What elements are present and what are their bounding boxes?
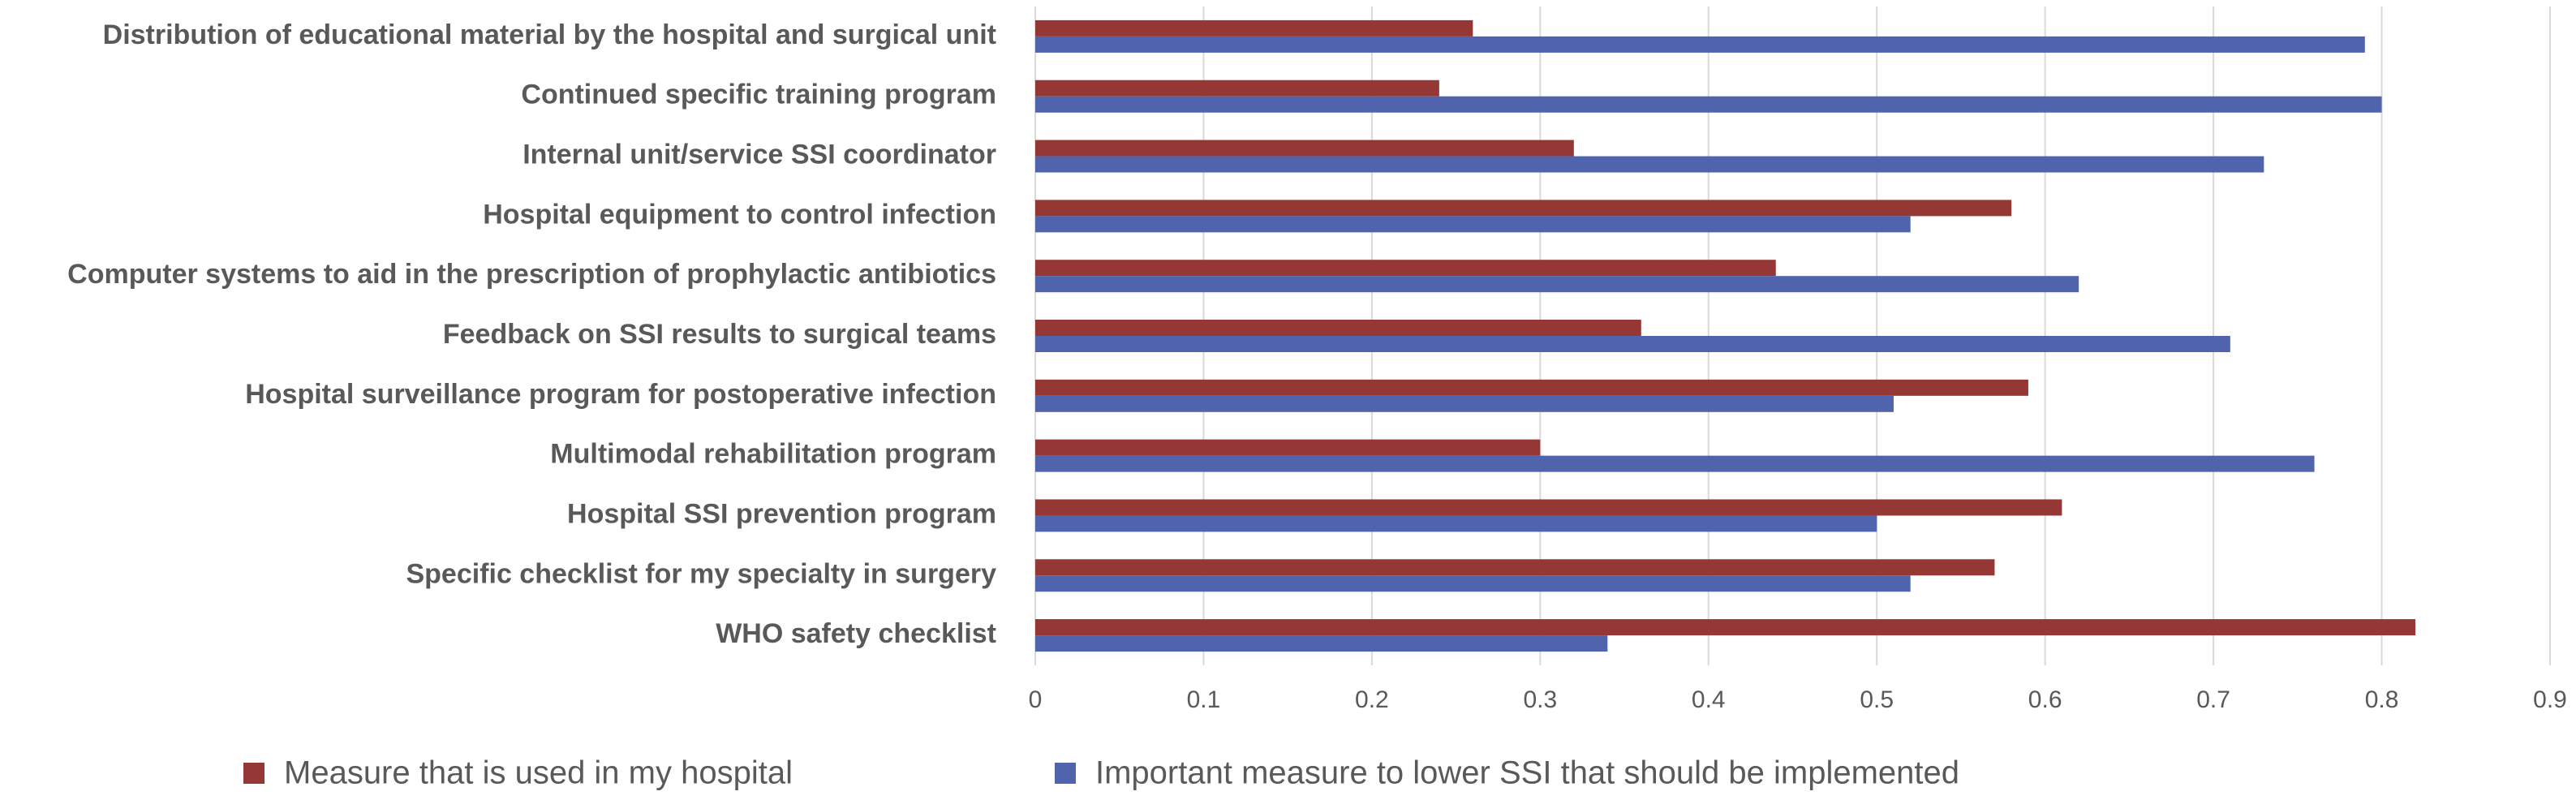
legend-swatch [1055, 763, 1076, 784]
y-tick-label: Hospital SSI prevention program [567, 498, 996, 529]
bar [1035, 455, 2315, 472]
y-tick-label: Feedback on SSI results to surgical team… [443, 319, 996, 350]
x-tick-label: 0.7 [2196, 686, 2230, 713]
legend-swatch [243, 763, 264, 784]
x-tick-label: 0.5 [1860, 686, 1894, 713]
y-tick-label: Distribution of educational material by … [103, 19, 996, 50]
bar [1035, 19, 1473, 37]
bar [1035, 320, 1641, 336]
x-tick-label: 0.9 [2533, 686, 2567, 713]
bar [1035, 575, 1911, 592]
bar [1035, 439, 1541, 456]
bar [1035, 276, 2079, 293]
x-tick-label: 0.6 [2028, 686, 2062, 713]
bar [1035, 619, 2416, 636]
y-tick-label: Computer systems to aid in the prescript… [67, 259, 996, 290]
bar [1035, 395, 1894, 412]
bar [1035, 635, 1608, 652]
y-tick-label: Hospital equipment to control infection [483, 199, 996, 230]
bar [1035, 515, 1877, 532]
x-tick-label: 0.3 [1523, 686, 1557, 713]
y-tick-label: Hospital surveillance program for postop… [245, 379, 996, 410]
legend-label: Important measure to lower SSI that shou… [1095, 755, 1959, 791]
bar [1035, 499, 2062, 516]
x-tick-label: 0.8 [2365, 686, 2399, 713]
bar [1035, 200, 2012, 217]
y-tick-label: Continued specific training program [521, 80, 996, 110]
bar [1035, 80, 1439, 97]
bar [1035, 379, 2028, 396]
x-tick-label: 0.2 [1355, 686, 1389, 713]
legend-label: Measure that is used in my hospital [284, 755, 793, 791]
x-tick-label: 0 [1029, 686, 1043, 713]
bar [1035, 140, 1574, 157]
bar [1035, 336, 2230, 352]
y-tick-label: WHO safety checklist [716, 618, 996, 649]
bar [1035, 96, 2382, 113]
bar [1035, 559, 1995, 576]
y-tick-label: Internal unit/service SSI coordinator [523, 140, 996, 170]
bar [1035, 36, 2365, 53]
bar [1035, 216, 1911, 233]
y-tick-label: Multimodal rehabilitation program [550, 439, 996, 470]
y-tick-label: Specific checklist for my specialty in s… [406, 558, 996, 589]
x-tick-label: 0.4 [1692, 686, 1726, 713]
x-tick-label: 0.1 [1187, 686, 1221, 713]
bar [1035, 156, 2264, 173]
bar [1035, 260, 1776, 277]
